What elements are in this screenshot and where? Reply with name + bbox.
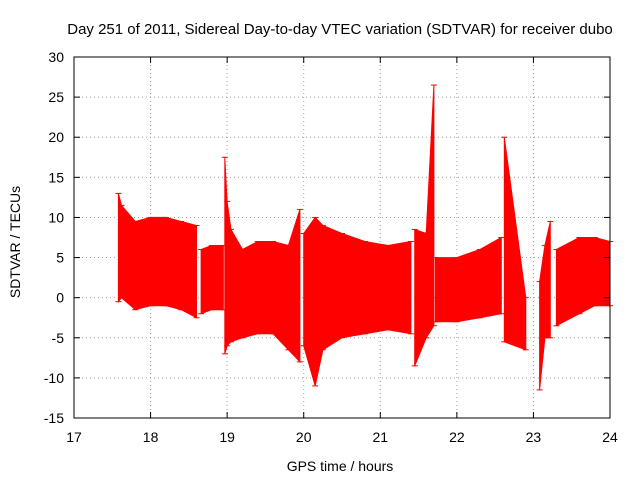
errorbar-segment-1 (117, 193, 197, 319)
axis-ticks: 17 18 19 20 21 22 23 24 -15 -10 -5 0 5 10 15 20 25 30 (44, 49, 618, 445)
x-axis-label: GPS time / hours (287, 458, 394, 474)
x-tick-label: 22 (449, 429, 465, 445)
y-tick-label: 15 (48, 169, 64, 185)
y-tick-label: 0 (56, 290, 64, 306)
y-tick-label: -15 (44, 410, 64, 426)
plot-data (115, 84, 613, 391)
errorbar-segment-9 (555, 237, 611, 327)
y-tick-label: 20 (48, 129, 64, 145)
errorbar-segment-3 (224, 157, 301, 364)
x-tick-label: 17 (66, 429, 82, 445)
errorbar-segment-8 (539, 221, 551, 390)
x-tick-label: 24 (602, 429, 618, 445)
errorbar-segment-2 (200, 245, 224, 315)
plot-frame (73, 56, 611, 419)
chart-title: Day 251 of 2011, Sidereal Day-to-day VTE… (67, 21, 613, 38)
x-tick-label: 21 (372, 429, 388, 445)
x-tick-label: 18 (143, 429, 159, 445)
errorbar-segment-6 (434, 236, 502, 323)
errorbar-segment-5 (414, 85, 435, 367)
errorbar-segment-7 (503, 137, 527, 351)
y-tick-label: -10 (44, 370, 64, 386)
y-tick-label: 30 (48, 49, 64, 65)
y-tick-label: 10 (48, 209, 64, 225)
y-tick-label: -5 (52, 330, 65, 346)
y-tick-label: 25 (48, 89, 64, 105)
x-tick-label: 23 (526, 429, 542, 445)
x-tick-label: 19 (219, 429, 235, 445)
y-axis-label: SDTVAR / TECUs (7, 186, 23, 298)
y-tick-label: 5 (56, 250, 64, 266)
x-tick-label: 20 (296, 429, 312, 445)
errorbar-segment-4 (303, 216, 412, 387)
